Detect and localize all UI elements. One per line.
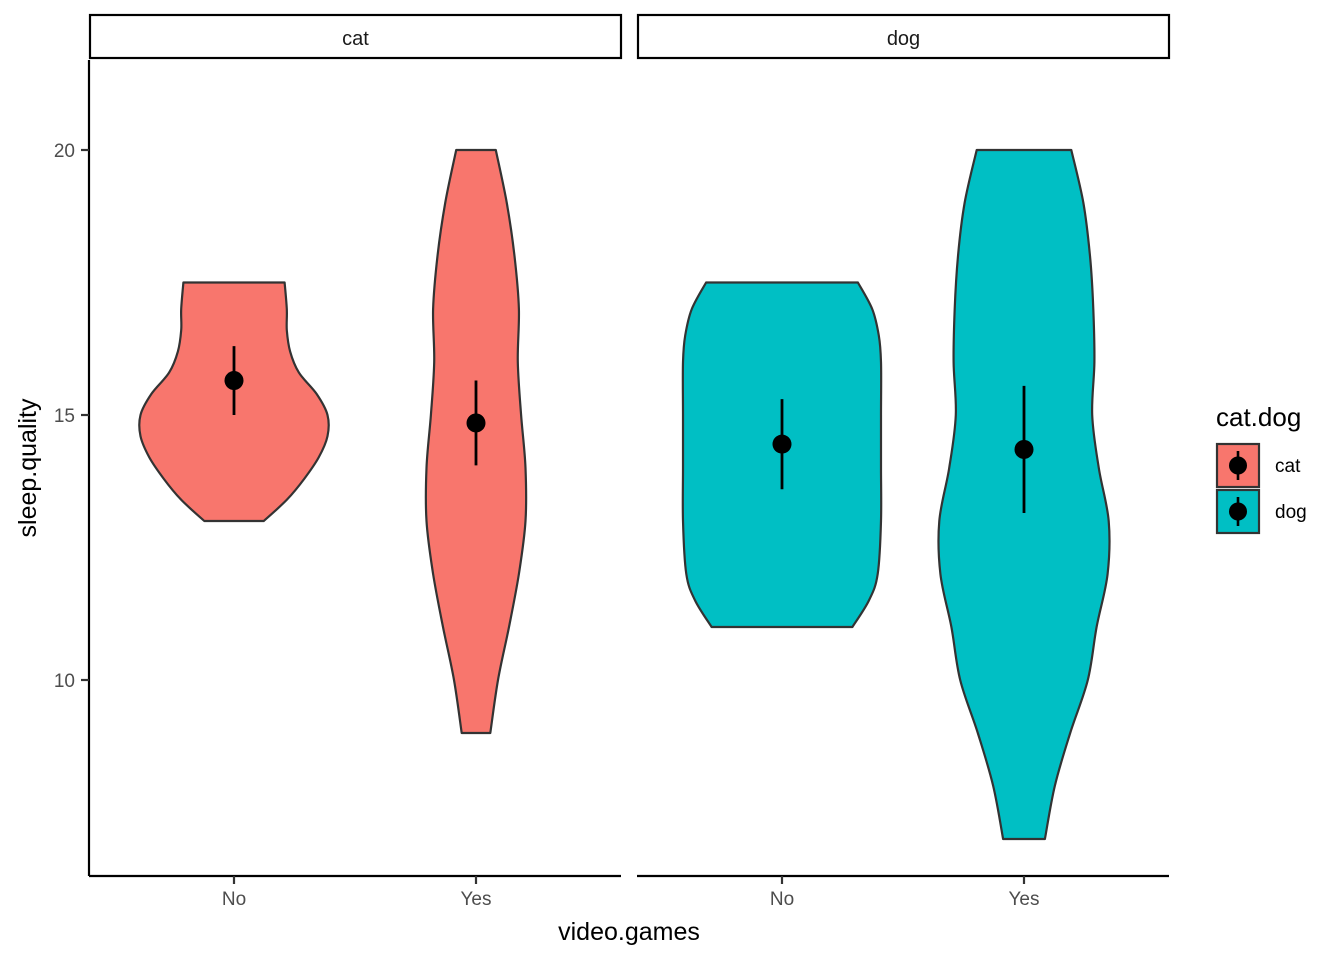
x-tick-label: No — [770, 889, 794, 910]
x-axis-title: video.games — [558, 918, 700, 946]
legend-label-dog: dog — [1275, 502, 1307, 523]
y-ticks: 10 15 20 — [54, 141, 89, 692]
mean-point-cat-yes — [466, 413, 486, 433]
y-axis-title: sleep.quality — [14, 398, 42, 537]
x-ticks: No Yes No Yes — [222, 876, 1040, 910]
legend-key-point-cat — [1229, 456, 1247, 475]
legend: cat.dog cat dog — [1215, 402, 1307, 535]
mean-point-dog-no — [772, 434, 792, 454]
y-tick-label: 10 — [54, 671, 75, 692]
strip-cat-box — [88, 13, 623, 60]
panel-dog — [681, 148, 1111, 841]
legend-items: cat dog — [1215, 442, 1307, 535]
strip-dog-label: dog — [887, 28, 920, 50]
panel-cat — [138, 148, 528, 735]
x-tick-label: Yes — [1009, 889, 1040, 910]
x-tick-label: No — [222, 889, 246, 910]
y-tick-label: 15 — [54, 406, 75, 427]
mean-point-dog-yes — [1014, 439, 1034, 459]
strip-dog-box — [636, 13, 1171, 60]
x-tick-label: Yes — [461, 889, 492, 910]
legend-key-point-dog — [1229, 502, 1247, 521]
mean-point-cat-no — [224, 371, 244, 391]
legend-title: cat.dog — [1216, 402, 1301, 432]
y-tick-label: 20 — [54, 141, 75, 162]
strip-cat-label: cat — [342, 28, 369, 50]
legend-label-cat: cat — [1275, 456, 1301, 477]
